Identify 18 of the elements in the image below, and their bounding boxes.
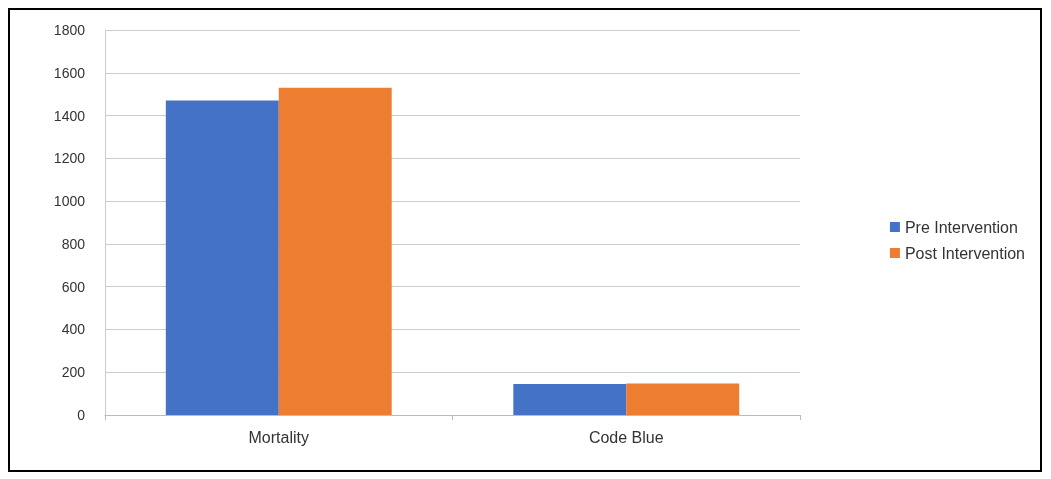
y-tick-label: 600: [61, 278, 86, 295]
y-tick-label: 1000: [53, 193, 86, 210]
y-tick-label: 200: [61, 364, 86, 381]
x-tick-label: Mortality: [248, 428, 309, 446]
legend-label: Pre Intervention: [904, 218, 1018, 236]
y-tick-label: 1800: [53, 22, 86, 38]
y-tick-label: 1200: [53, 150, 86, 167]
bar: [513, 383, 627, 415]
y-tick-label: 1400: [53, 107, 86, 124]
y-tick-label: 800: [61, 235, 86, 252]
legend-label: Post Intervention: [904, 244, 1026, 262]
y-tick-label: 400: [61, 321, 86, 338]
bar: [278, 87, 392, 415]
bar: [626, 383, 740, 415]
y-tick-label: 0: [77, 407, 86, 423]
bar: [165, 100, 279, 415]
y-tick-label: 1600: [53, 64, 86, 81]
x-tick-label: Code Blue: [588, 428, 664, 446]
